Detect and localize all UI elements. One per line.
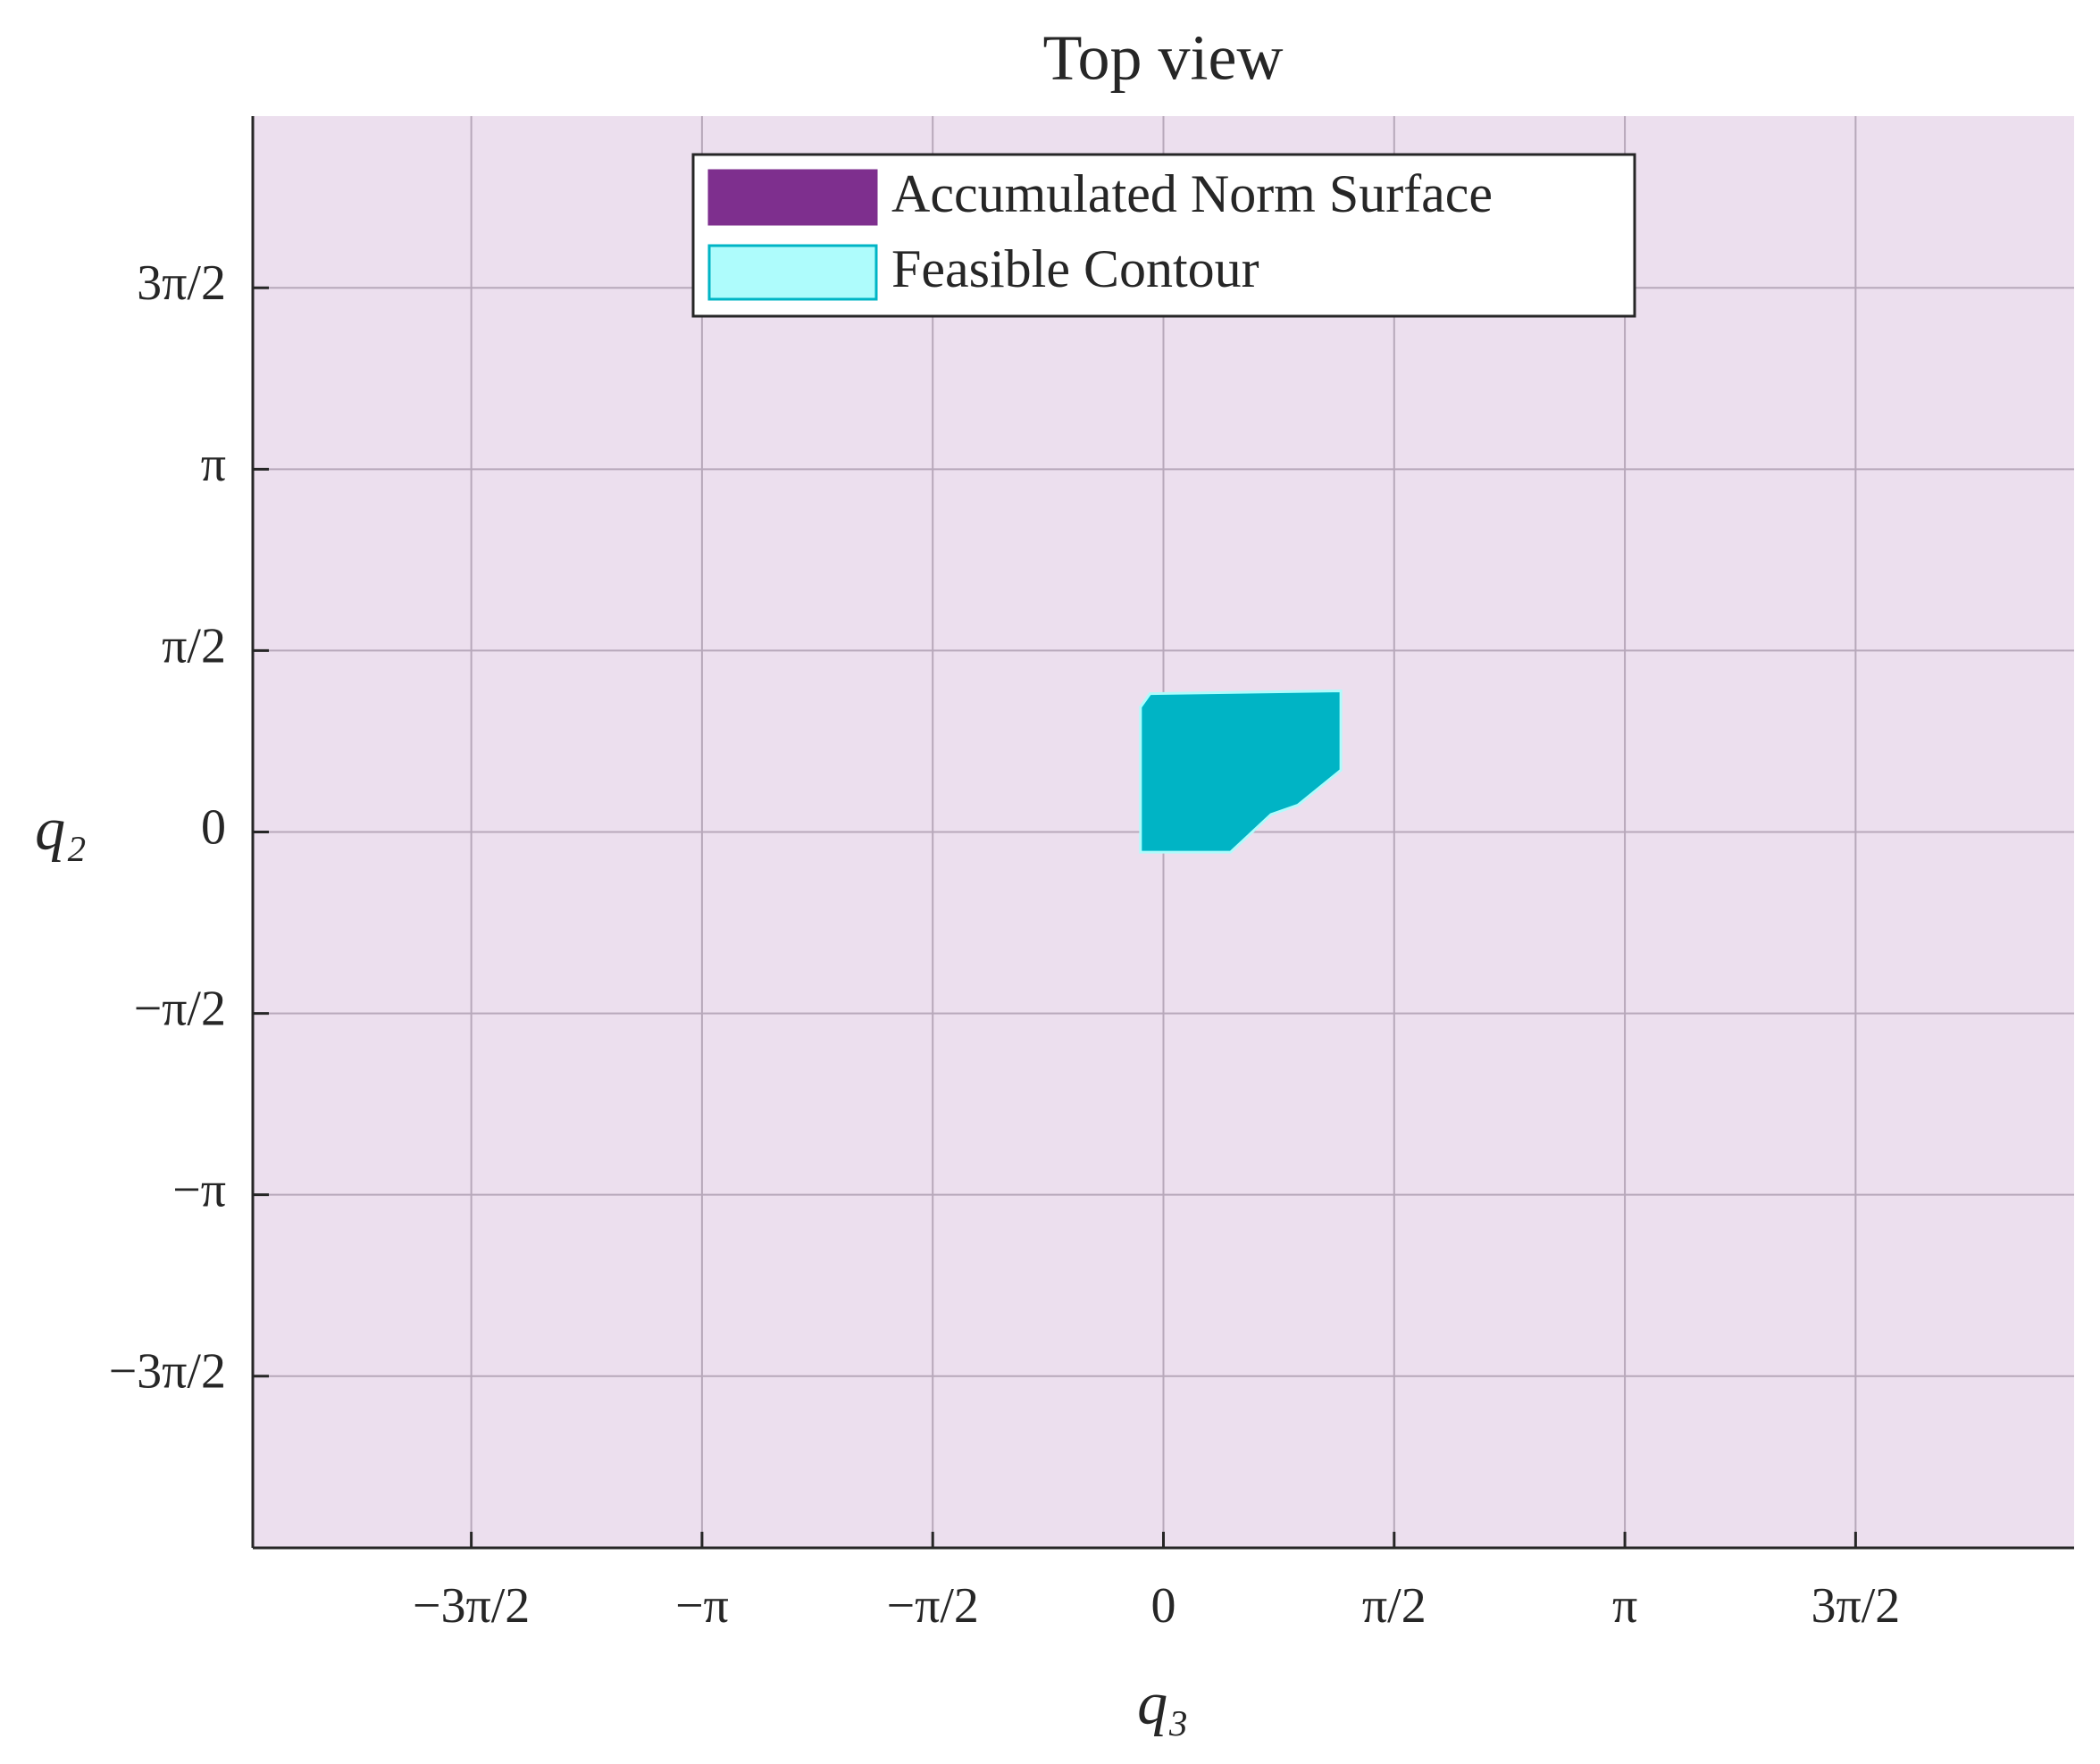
legend-label: Accumulated Norm Surface (891, 164, 1493, 223)
x-tick-label: π (1612, 1578, 1637, 1634)
x-tick-label: 0 (1151, 1578, 1176, 1634)
legend: Accumulated Norm Surface Feasible Contour (691, 153, 1636, 318)
y-axis-label: q₂ (35, 795, 87, 863)
y-tick-label: −π/2 (134, 981, 226, 1036)
legend-swatch (707, 169, 878, 226)
y-tick-label: π/2 (162, 618, 226, 673)
x-tick-label: −π (675, 1578, 729, 1634)
y-tick-label: π (201, 437, 226, 492)
legend-swatch (707, 244, 878, 301)
y-tick-label: −π (172, 1162, 226, 1217)
feasible-region (1139, 690, 1343, 854)
chart-title: Top view (1043, 22, 1284, 94)
y-tick-label: 0 (201, 799, 226, 855)
y-tick-label: 3π/2 (137, 255, 226, 311)
x-tick-label: −3π/2 (413, 1578, 530, 1634)
x-tick-label: −π/2 (886, 1578, 978, 1634)
x-tick-label: π/2 (1362, 1578, 1426, 1634)
legend-label: Feasible Contour (891, 239, 1259, 298)
x-tick-label: 3π/2 (1811, 1578, 1900, 1634)
y-tick-label: −3π/2 (109, 1344, 226, 1400)
x-axis-label: q₃ (1137, 1669, 1189, 1737)
